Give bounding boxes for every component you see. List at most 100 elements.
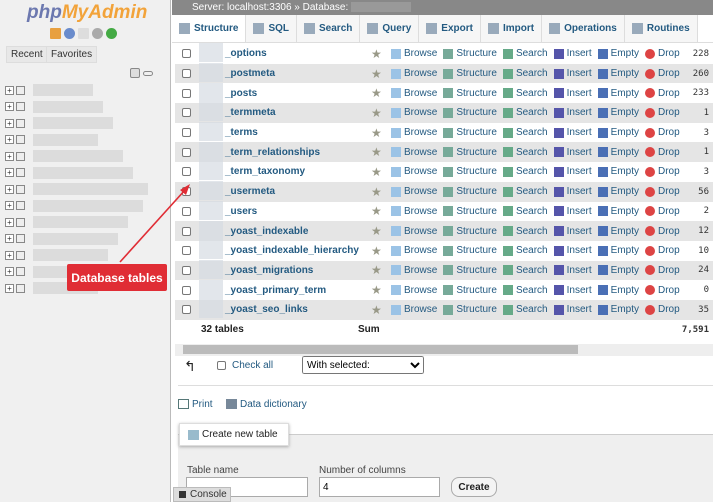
favorite-star-icon[interactable]: ★ — [371, 86, 382, 101]
collapse-all-icon[interactable] — [130, 68, 140, 78]
recent-button[interactable]: Recent — [6, 46, 48, 63]
server-link[interactable]: Server: localhost:3306 — [192, 2, 292, 13]
table-name-link[interactable]: _term_taxonomy — [199, 161, 369, 181]
empty-link[interactable]: Empty — [597, 107, 639, 118]
favorite-star-icon[interactable]: ★ — [371, 243, 382, 258]
empty-link[interactable]: Empty — [597, 206, 639, 217]
row-checkbox[interactable] — [182, 88, 191, 98]
expand-icon[interactable]: + — [5, 234, 14, 244]
browse-link[interactable]: Browse — [391, 88, 437, 99]
drop-link[interactable]: Drop — [644, 88, 680, 99]
browse-link[interactable]: Browse — [391, 186, 437, 197]
insert-link[interactable]: Insert — [553, 265, 592, 276]
structure-link[interactable]: Structure — [443, 226, 497, 237]
search-link[interactable]: Search — [502, 147, 548, 158]
expand-icon[interactable]: + — [5, 85, 14, 95]
tree-item[interactable]: + — [5, 99, 148, 116]
search-link[interactable]: Search — [502, 127, 548, 138]
console-toggle[interactable]: Console — [173, 487, 231, 502]
expand-icon[interactable]: + — [5, 267, 14, 277]
browse-link[interactable]: Browse — [391, 206, 437, 217]
structure-link[interactable]: Structure — [443, 127, 497, 138]
empty-link[interactable]: Empty — [597, 186, 639, 197]
favorite-star-icon[interactable]: ★ — [371, 105, 382, 120]
favorite-star-icon[interactable]: ★ — [371, 263, 382, 278]
insert-link[interactable]: Insert — [553, 88, 592, 99]
table-name-link[interactable]: _yoast_indexable_hierarchy — [199, 240, 369, 260]
browse-link[interactable]: Browse — [391, 166, 437, 177]
create-button[interactable]: Create — [451, 477, 497, 497]
database-link[interactable]: Database: — [302, 2, 349, 13]
structure-link[interactable]: Structure — [443, 147, 497, 158]
expand-icon[interactable]: + — [5, 201, 14, 211]
insert-link[interactable]: Insert — [553, 186, 592, 197]
browse-link[interactable]: Browse — [391, 285, 437, 296]
columns-input[interactable] — [319, 477, 440, 497]
tree-item[interactable]: + — [5, 148, 148, 165]
reload-icon[interactable] — [106, 28, 117, 39]
docs-icon[interactable] — [78, 28, 89, 39]
structure-link[interactable]: Structure — [443, 107, 497, 118]
table-name-link[interactable]: _yoast_primary_term — [199, 279, 369, 299]
expand-icon[interactable]: + — [5, 102, 14, 112]
help-icon[interactable] — [64, 28, 75, 39]
favorite-star-icon[interactable]: ★ — [371, 46, 382, 61]
row-checkbox[interactable] — [182, 285, 191, 295]
tree-item[interactable]: + — [5, 231, 148, 248]
tree-item[interactable]: + — [5, 198, 148, 215]
insert-link[interactable]: Insert — [553, 226, 592, 237]
table-name-link[interactable]: _yoast_migrations — [199, 259, 369, 279]
browse-link[interactable]: Browse — [391, 68, 437, 79]
table-name-link[interactable]: _termmeta — [199, 102, 369, 122]
structure-link[interactable]: Structure — [443, 48, 497, 59]
expand-icon[interactable]: + — [5, 118, 14, 128]
expand-icon[interactable]: + — [5, 250, 14, 260]
expand-icon[interactable]: + — [5, 168, 14, 178]
row-checkbox[interactable] — [182, 305, 191, 315]
drop-link[interactable]: Drop — [644, 107, 680, 118]
insert-link[interactable]: Insert — [553, 68, 592, 79]
empty-link[interactable]: Empty — [597, 285, 639, 296]
home-icon[interactable] — [50, 28, 61, 39]
favorite-star-icon[interactable]: ★ — [371, 184, 382, 199]
search-link[interactable]: Search — [502, 285, 548, 296]
search-link[interactable]: Search — [502, 68, 548, 79]
favorites-button[interactable]: Favorites — [46, 46, 98, 63]
table-name-link[interactable]: _postmeta — [199, 63, 369, 83]
tab-export[interactable]: Export — [419, 15, 481, 42]
check-all-label[interactable]: Check all — [232, 360, 274, 371]
drop-link[interactable]: Drop — [644, 166, 680, 177]
favorite-star-icon[interactable]: ★ — [371, 204, 382, 219]
row-checkbox[interactable] — [182, 108, 191, 118]
row-checkbox[interactable] — [182, 265, 191, 275]
empty-link[interactable]: Empty — [597, 127, 639, 138]
drop-link[interactable]: Drop — [644, 304, 680, 315]
insert-link[interactable]: Insert — [553, 127, 592, 138]
insert-link[interactable]: Insert — [553, 166, 592, 177]
drop-link[interactable]: Drop — [644, 226, 680, 237]
check-all-checkbox[interactable] — [217, 361, 226, 370]
search-link[interactable]: Search — [502, 48, 548, 59]
drop-link[interactable]: Drop — [644, 68, 680, 79]
table-name-link[interactable]: _term_relationships — [199, 141, 369, 161]
browse-link[interactable]: Browse — [391, 245, 437, 256]
search-link[interactable]: Search — [502, 107, 548, 118]
search-link[interactable]: Search — [502, 245, 548, 256]
print-link[interactable]: Print — [178, 399, 213, 410]
scrollbar-thumb[interactable] — [183, 345, 578, 354]
search-link[interactable]: Search — [502, 304, 548, 315]
drop-link[interactable]: Drop — [644, 127, 680, 138]
row-checkbox[interactable] — [182, 226, 191, 236]
tree-item[interactable]: + — [5, 115, 148, 132]
drop-link[interactable]: Drop — [644, 147, 680, 158]
search-link[interactable]: Search — [502, 166, 548, 177]
row-checkbox[interactable] — [182, 167, 191, 177]
favorite-star-icon[interactable]: ★ — [371, 145, 382, 160]
empty-link[interactable]: Empty — [597, 265, 639, 276]
structure-link[interactable]: Structure — [443, 304, 497, 315]
browse-link[interactable]: Browse — [391, 226, 437, 237]
browse-link[interactable]: Browse — [391, 127, 437, 138]
table-name-link[interactable]: _usermeta — [199, 181, 369, 201]
structure-link[interactable]: Structure — [443, 186, 497, 197]
structure-link[interactable]: Structure — [443, 245, 497, 256]
